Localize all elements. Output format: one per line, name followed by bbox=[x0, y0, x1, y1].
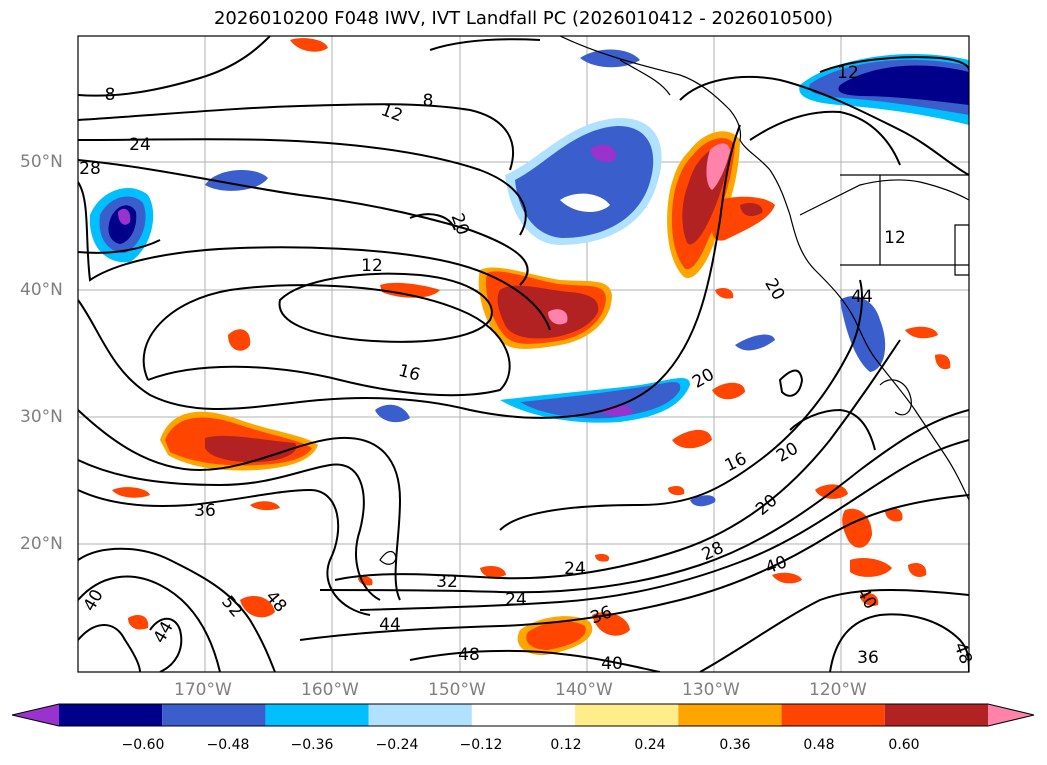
contour-label: 48 bbox=[458, 645, 480, 665]
colorbar-segment bbox=[988, 704, 1034, 726]
contour-label: 12 bbox=[837, 63, 859, 83]
contour-label: 8 bbox=[105, 85, 116, 105]
contour-label: 8 bbox=[423, 91, 434, 111]
contour-label: 12 bbox=[884, 228, 906, 248]
colorbar bbox=[11, 703, 1035, 727]
lon-label-130w: 130°W bbox=[682, 680, 740, 700]
gridlines bbox=[78, 36, 969, 672]
colorbar-tick: 0.36 bbox=[719, 737, 751, 753]
lon-label-150w: 150°W bbox=[428, 680, 486, 700]
contour-label: 40 bbox=[80, 586, 108, 615]
colorbar-segment bbox=[781, 704, 885, 726]
colorbar-tick: −0.36 bbox=[290, 737, 334, 753]
contour-label: 44 bbox=[851, 287, 873, 307]
colorbar-segment bbox=[12, 704, 59, 726]
contour-label: 12 bbox=[361, 256, 383, 276]
contour-label: 32 bbox=[436, 572, 458, 592]
coastline bbox=[379, 36, 969, 565]
colorbar-tick: −0.48 bbox=[206, 737, 250, 753]
contour-label: 40 bbox=[601, 654, 623, 674]
lon-label-160w: 160°W bbox=[301, 680, 359, 700]
contour-label: 44 bbox=[150, 618, 178, 647]
contour-label: 40 bbox=[852, 584, 880, 613]
contour-label: 28 bbox=[79, 159, 101, 179]
contour-label: 16 bbox=[396, 361, 422, 386]
contour-label: 52 bbox=[217, 592, 246, 621]
colorbar-tick: 0.24 bbox=[634, 737, 666, 753]
lon-label-170w: 170°W bbox=[174, 680, 232, 700]
colorbar-outline bbox=[11, 703, 1035, 727]
map-frame bbox=[77, 35, 970, 673]
contour-lines bbox=[78, 36, 969, 672]
lon-label-120w: 120°W bbox=[809, 680, 867, 700]
colorbar-tick: 0.48 bbox=[803, 737, 835, 753]
contour-label: 20 bbox=[760, 275, 788, 304]
colorbar-segment bbox=[59, 704, 163, 726]
contour-label: 24 bbox=[129, 135, 151, 155]
contour-label: 36 bbox=[857, 648, 879, 668]
lat-label-40n: 40°N bbox=[20, 280, 63, 300]
colorbar-tick: −0.12 bbox=[459, 737, 503, 753]
colorbar-tick: 0.60 bbox=[888, 737, 920, 753]
colorbar-segment bbox=[678, 704, 782, 726]
lat-label-20n: 20°N bbox=[20, 534, 63, 554]
colorbar-segment bbox=[265, 704, 369, 726]
contour-label: 44 bbox=[379, 615, 401, 635]
colorbar-tick: −0.24 bbox=[375, 737, 419, 753]
shaded-regions bbox=[89, 38, 969, 656]
colorbar-segment bbox=[471, 704, 576, 726]
contour-label: 48 bbox=[950, 640, 976, 667]
contour-label: 20 bbox=[447, 211, 473, 238]
contour-labels: 8 812242820121620202016202832242436404448… bbox=[79, 63, 976, 674]
lon-label-140w: 140°W bbox=[555, 680, 613, 700]
lat-label-30n: 30°N bbox=[20, 407, 63, 427]
contour-label: 36 bbox=[194, 501, 216, 521]
contour-label: 16 bbox=[722, 449, 750, 476]
colorbar-segment bbox=[162, 704, 266, 726]
contour-label: 24 bbox=[505, 590, 527, 610]
colorbar-segment bbox=[368, 704, 472, 726]
colorbar-segment bbox=[575, 704, 679, 726]
colorbar-tick: −0.60 bbox=[121, 737, 165, 753]
lat-label-50n: 50°N bbox=[20, 152, 63, 172]
colorbar-segment bbox=[884, 704, 988, 726]
contour-label: 20 bbox=[773, 439, 802, 467]
contour-label: 24 bbox=[564, 559, 586, 579]
map-title: 2026010200 F048 IWV, IVT Landfall PC (20… bbox=[213, 8, 834, 29]
colorbar-tick: 0.12 bbox=[550, 737, 582, 753]
